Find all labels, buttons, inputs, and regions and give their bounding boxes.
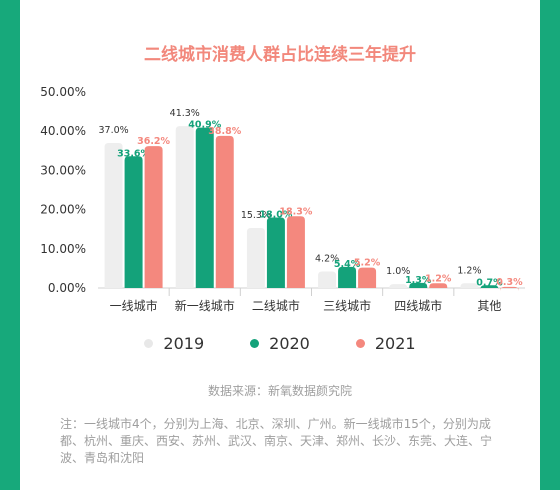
data-label: 1.2% (457, 265, 481, 276)
y-tick-label: 0.00% (48, 281, 86, 295)
x-tick-label: 一线城市 (110, 298, 158, 313)
x-tick-label: 其他 (477, 299, 501, 313)
bar-2021-3 (358, 267, 377, 288)
legend-swatch (355, 339, 365, 348)
data-label: 5.2% (354, 258, 381, 269)
chart-legend: 2019 2020 2021 (0, 334, 560, 353)
data-label: 1.3% (405, 275, 432, 286)
legend-item-2020: 2020 (250, 334, 310, 353)
bar-2019-3 (318, 271, 337, 288)
bar-2019-1 (175, 126, 194, 288)
data-label: 40.9% (188, 120, 221, 131)
bar-2020-3 (338, 266, 357, 288)
x-tick-label: 三线城市 (323, 298, 371, 313)
bar-2019-5 (460, 283, 479, 288)
left-accent-bar (0, 0, 20, 490)
bar-2019-0 (104, 142, 123, 288)
bar-2021-1 (215, 135, 234, 288)
data-label: 0.3% (496, 277, 523, 288)
data-label: 5.4% (334, 259, 361, 270)
data-label: 37.0% (98, 125, 128, 136)
bar-2021-5 (500, 286, 519, 291)
bar-2021-2 (286, 216, 305, 288)
bar-2019-2 (246, 228, 265, 288)
legend-label: 2019 (163, 334, 205, 353)
data-label: 18.3% (279, 206, 312, 217)
bar-2021-4 (429, 283, 448, 288)
data-label: 1.2% (425, 273, 452, 284)
bar-2020-2 (266, 217, 285, 288)
x-tick-label: 二线城市 (252, 298, 300, 313)
data-label: 36.2% (137, 136, 170, 147)
data-label: 38.8% (208, 126, 241, 137)
footnote: 注：一线城市4个，分别为上海、北京、深圳、广州。新一线城市15个，分别为成都、杭… (60, 417, 493, 465)
data-label: 1.0% (386, 266, 410, 277)
bar-2020-1 (195, 127, 214, 288)
legend-label: 2021 (374, 334, 416, 353)
bar-2021-0 (144, 146, 163, 288)
x-tick-label: 四线城市 (394, 298, 442, 313)
legend-item-2021: 2021 (355, 334, 416, 353)
right-accent-bar (540, 0, 560, 490)
bar-2020-4 (409, 282, 428, 288)
legend-item-2019: 2019 (144, 334, 204, 353)
bar-2020-5 (480, 285, 499, 290)
data-label: 0.7% (476, 277, 503, 288)
bar-2019-4 (389, 284, 408, 289)
x-tick-label: 新一线城市 (175, 298, 235, 313)
bar-chart: 0.00% 10.00% 20.00% 30.00% 40.00% 50.00% 37.0%… (40, 85, 525, 313)
data-label: 33.6% (117, 148, 150, 159)
legend-swatch (250, 339, 260, 348)
legend-label: 2020 (269, 334, 310, 353)
legend-swatch (144, 339, 154, 348)
y-tick-label: 10.00% (40, 242, 86, 256)
y-tick-label: 40.00% (40, 124, 86, 138)
y-tick-label: 30.00% (40, 163, 86, 177)
y-tick-label: 20.00% (40, 203, 86, 217)
data-label: 41.3% (170, 108, 200, 119)
chart-title: 二线城市消费人群占比连续三年提升 (144, 45, 416, 65)
data-source: 数据来源：新氧数据颜究院 (207, 384, 352, 398)
y-tick-label: 50.00% (40, 85, 86, 99)
data-label: 15.3% (241, 210, 271, 221)
data-label: 4.2% (315, 254, 339, 265)
data-label: 18.0% (259, 209, 292, 220)
bar-2020-0 (124, 156, 143, 288)
